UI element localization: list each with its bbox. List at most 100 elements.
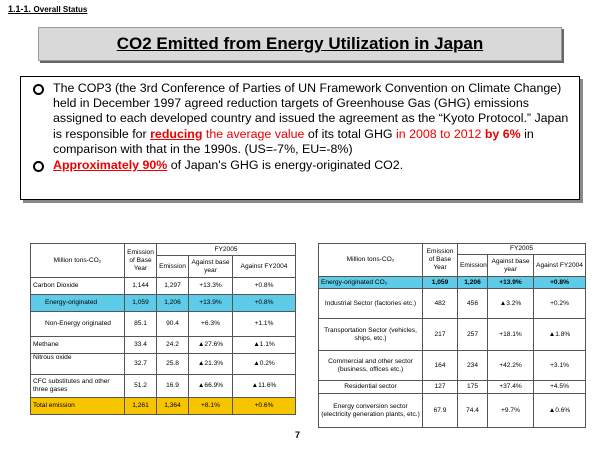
cell: 32.7: [124, 353, 157, 375]
cell: 1,144: [124, 277, 157, 295]
cell: ▲11.6%: [231, 374, 297, 398]
fy-header: FY2005: [155, 243, 297, 256]
cell: +13.3%: [188, 277, 233, 295]
row-label: Industrial Sector (factories etc.): [318, 288, 423, 319]
table-row: Energy conversion sector (electricity ge…: [318, 393, 587, 428]
cell: 127: [422, 380, 458, 394]
bullet1-period: in 2008 to 2012: [395, 126, 482, 141]
cell: 33.4: [124, 336, 157, 354]
cell: 257: [457, 318, 488, 351]
page-number: 7: [295, 430, 301, 440]
cell: +4.5%: [532, 380, 587, 394]
table-row: Energy-originated 1,059 1,206 +13.9% +0.…: [30, 294, 297, 312]
cell: +8.1%: [188, 397, 233, 415]
cell: 1,206: [156, 294, 189, 312]
cell: 175: [457, 380, 488, 394]
row-label: Nitrous oxide: [30, 353, 125, 375]
cell: ▲1.1%: [231, 336, 297, 354]
cell: +9.7%: [487, 393, 534, 428]
unit-header: Million tons-CO₂: [30, 243, 125, 278]
bullet1-text-d: of its total GHG: [304, 126, 396, 141]
cell: +0.8%: [532, 276, 587, 289]
cell: 456: [457, 288, 488, 319]
bullet2-share: Approximately 90%: [53, 158, 168, 173]
cell: 90.4: [156, 311, 189, 337]
bullet1-reducing: reducing: [150, 126, 203, 141]
circle-bullet-icon: [33, 161, 44, 173]
against-base-header: Against base year: [188, 255, 233, 278]
table-row: Commercial and other sector (business, o…: [318, 350, 587, 381]
row-label: Commercial and other sector (business, o…: [318, 350, 423, 381]
cell: 74.4: [457, 393, 488, 428]
row-label: Carbon Dioxide: [30, 277, 125, 295]
table-row: Industrial Sector (factories etc.) 482 4…: [318, 288, 587, 319]
emission-header: Emission: [156, 255, 189, 278]
table-row: Non-Energy originated 85.1 90.4 +6.3% +1…: [30, 311, 297, 337]
cell: +6.3%: [188, 311, 233, 337]
row-label: Total emission: [30, 397, 125, 415]
table-row: Nitrous oxide 32.7 25.8 ▲21.3% ▲0.2%: [30, 353, 297, 375]
cell: 1,059: [422, 276, 458, 289]
against-fy-header: Against FY2004: [532, 254, 587, 277]
cell: 164: [422, 350, 458, 381]
cell: +0.2%: [532, 288, 587, 319]
bullet1-target: by 6%: [481, 126, 521, 141]
bullet1-text-a: The COP3 (the 3rd Conference of Parties …: [53, 81, 569, 141]
row-label: Energy conversion sector (electricity ge…: [318, 393, 423, 428]
bullet-kyoto: The COP3 (the 3rd Conference of Parties …: [31, 81, 573, 157]
cell: ▲0.2%: [231, 353, 297, 375]
base-year-header: Emission of Base Year: [422, 243, 458, 277]
table-row: Total emission 1,261 1,364 +8.1% +0.6%: [30, 397, 297, 415]
cell: +0.8%: [231, 294, 297, 312]
emission-header: Emission: [457, 254, 488, 277]
cell: 234: [457, 350, 488, 381]
base-year-header: Emission of Base Year: [124, 243, 157, 278]
row-label: CFC substitutes and other three gases: [30, 374, 125, 398]
cell: 24.2: [156, 336, 189, 354]
cell: ▲21.3%: [188, 353, 233, 375]
table-row: Carbon Dioxide 1,144 1,297 +13.3% +0.8%: [30, 277, 297, 295]
cell: 482: [422, 288, 458, 319]
section-number: 1.1-1.: [8, 4, 32, 14]
bullet-ghg-share: Approximately 90% of Japan's GHG is ener…: [31, 158, 573, 173]
row-label: Energy-originated: [30, 294, 125, 312]
cell: +13.9%: [188, 294, 233, 312]
cell: 67.9: [422, 393, 458, 428]
bullet1-average-value: the average value: [202, 126, 305, 141]
cell: 1,206: [457, 276, 488, 289]
unit-header: Million tons-CO₂: [318, 243, 423, 277]
cell: ▲66.9%: [188, 374, 233, 398]
cell: 1,297: [156, 277, 189, 295]
cell: +1.1%: [231, 311, 297, 337]
cell: 1,059: [124, 294, 157, 312]
row-label: Transportation Sector (vehicles, ships, …: [318, 318, 423, 351]
table-row: Methane 33.4 24.2 ▲27.6% ▲1.1%: [30, 336, 297, 354]
cell: +37.4%: [487, 380, 534, 394]
cell: +0.6%: [231, 397, 297, 415]
cell: ▲3.2%: [487, 288, 534, 319]
title-box: CO2 Emitted from Energy Utilization in J…: [38, 27, 562, 61]
against-base-header: Against base year: [487, 254, 534, 277]
cell: +13.9%: [487, 276, 534, 289]
bullet2-text: of Japan's GHG is energy-originated CO2.: [167, 158, 404, 173]
cell: 25.8: [156, 353, 189, 375]
bullet1-text-g: in comparison with that in the 1990s. (U…: [53, 126, 534, 156]
page-title: CO2 Emitted from Energy Utilization in J…: [116, 34, 484, 53]
row-label: Non-Energy originated: [30, 311, 125, 337]
cell: ▲27.6%: [188, 336, 233, 354]
table-row: Energy-originated CO₂ 1,059 1,206 +13.9%…: [318, 276, 587, 289]
cell: 217: [422, 318, 458, 351]
cell: 1,261: [124, 397, 157, 415]
circle-bullet-icon: [33, 84, 44, 95]
table-row: Residential sector 127 175 +37.4% +4.5%: [318, 380, 587, 394]
cell: 16.9: [156, 374, 189, 398]
section-heading: 1.1-1. Overall Status: [8, 4, 87, 14]
fy-header: FY2005: [456, 243, 587, 255]
table-row: CFC substitutes and other three gases 51…: [30, 374, 297, 398]
table-row: Transportation Sector (vehicles, ships, …: [318, 318, 587, 351]
cell: +0.8%: [231, 277, 297, 295]
row-label: Residential sector: [318, 380, 423, 394]
cell: +3.1%: [532, 350, 587, 381]
cell: ▲0.6%: [532, 393, 587, 428]
cell: 85.1: [124, 311, 157, 337]
